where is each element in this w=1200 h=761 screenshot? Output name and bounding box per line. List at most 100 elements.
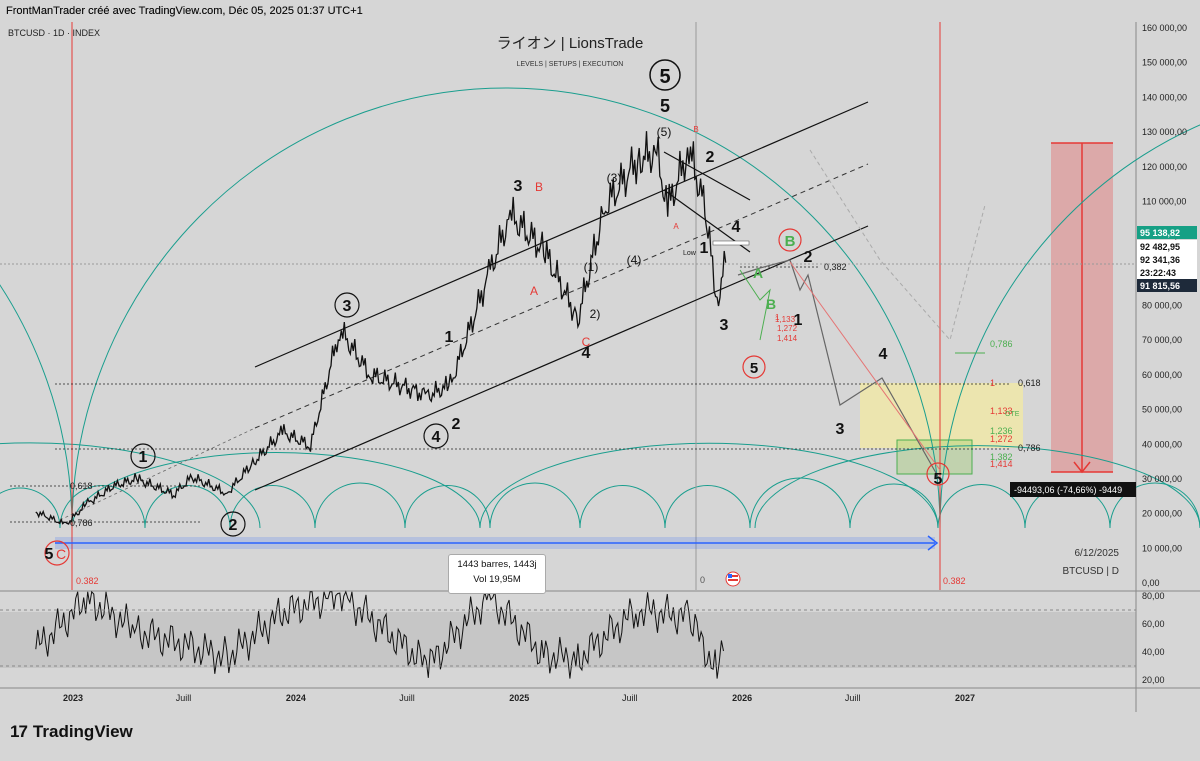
proj-wave4: 4 [879, 346, 888, 363]
drop-arrow-head [1073, 461, 1091, 474]
top-wave3: 3 [720, 317, 729, 334]
wave1-paren: (1) [584, 260, 599, 274]
price-tick: 140 000,00 [1142, 92, 1187, 102]
price-tick: 60 000,00 [1142, 370, 1182, 380]
fib-g-1272: 1,272 [990, 434, 1013, 444]
tradingview-logo[interactable]: 17 TradingView [10, 722, 133, 742]
author-credit: FrontManTrader créé avec TradingView.com… [6, 5, 363, 17]
top-wave2: 2 [706, 149, 715, 166]
price-tick: 110 000,00 [1142, 196, 1186, 206]
large-arc-left [0, 284, 73, 529]
rsi-line[interactable] [35, 590, 724, 679]
fib-r-1: 1 [990, 378, 995, 388]
rsi-series[interactable] [0, 590, 1136, 679]
tv-logo-icon: 17 [10, 722, 28, 741]
top-wave4: 4 [732, 219, 741, 236]
wave5-circle [649, 59, 681, 91]
price-tick: 130 000,00 [1142, 127, 1187, 137]
wave1-label: 1 [445, 329, 454, 346]
tv-logo-text: TradingView [32, 722, 133, 741]
fib-r-0618: 0,618 [1018, 378, 1041, 388]
price-line[interactable] [35, 131, 727, 525]
ret-1133: 1,133 [775, 315, 796, 324]
price-badge [1137, 226, 1197, 239]
fib-g-0786: 0,786 [990, 339, 1013, 349]
proj-wave2: 2 [804, 249, 813, 266]
time-tick: 2024 [286, 693, 306, 703]
small-arc [489, 482, 581, 529]
rsi-axis[interactable]: 80,00 60,00 40,00 20,00 [1142, 591, 1165, 685]
measure-arrow [927, 535, 939, 551]
wave4-paren: (4) [627, 253, 642, 267]
price-tick: 120 000,00 [1142, 162, 1187, 172]
fib-r-0786: 0,786 [1018, 443, 1041, 453]
fib-g-1382: 1,382 [990, 452, 1013, 462]
fib-mid-0382: 0,382 [824, 262, 847, 272]
price-series[interactable] [35, 131, 727, 525]
price-pane[interactable] [0, 22, 1136, 590]
time-tick: Juill [176, 693, 192, 703]
rsi-tick: 80,00 [1142, 591, 1165, 601]
time-tick: Juill [622, 693, 638, 703]
wave5C-circle [44, 540, 70, 566]
rsi-tick: 40,00 [1142, 647, 1165, 657]
projection-path-grey [737, 259, 941, 481]
price-badge [1137, 266, 1197, 279]
green-waveB: B [766, 296, 776, 312]
rsi-tick: 60,00 [1142, 619, 1165, 629]
fib-g-1133: 1,133 [990, 406, 1013, 416]
watermark-subtitle: LEVELS | SETUPS | EXECUTION [517, 61, 624, 68]
measure-tooltip: 1443 barres, 1443j Vol 19,95M [448, 554, 546, 594]
small-arc [0, 487, 61, 529]
price-badge [1137, 279, 1197, 292]
large-arc [71, 87, 941, 529]
price-axis[interactable]: 160 000,00 150 000,00 140 000,00 130 000,00… [1142, 23, 1187, 588]
projection-path-dashed [809, 149, 986, 342]
medium-arc [754, 445, 1200, 529]
price-badges: 95 138,82 92 482,95 92 341,36 23:22:43 91 81… [1137, 226, 1197, 292]
waveA-label: A [530, 284, 538, 298]
top-trend [663, 151, 751, 201]
chart-svg[interactable]: ライオン | LionsTrade LEVELS | SETUPS | EXEC… [0, 22, 1200, 756]
price-tick: 70 000,00 [1142, 335, 1182, 345]
top-wave1: 1 [700, 240, 709, 257]
channel-upper[interactable] [254, 101, 869, 368]
price-badge-text: 92 482,95 [1140, 242, 1180, 252]
small-arc [664, 485, 751, 529]
wave4-label: 4 [582, 345, 591, 362]
wave5C-5: 5 [45, 546, 54, 563]
projB-label: B [785, 233, 796, 250]
channel-lower[interactable] [254, 225, 869, 491]
time-tick: 2026 [732, 693, 752, 703]
chart-area[interactable]: ライオン | LionsTrade LEVELS | SETUPS | EXEC… [0, 22, 1200, 756]
wave4-circle [423, 423, 449, 449]
fib-small-0: 0 [700, 575, 705, 585]
small-arc [314, 482, 406, 529]
time-tick: 2025 [509, 693, 529, 703]
author-credit: FrontManTrader créé avec TradingView.com… [6, 5, 363, 17]
time-tick: 2027 [955, 693, 975, 703]
green-subwave [739, 269, 771, 341]
wave1-circle [130, 443, 156, 469]
red5-circle [742, 355, 766, 379]
wave2-paren: 2) [590, 307, 601, 321]
fib-g-1236: 1,236 [990, 426, 1013, 436]
rsi-tick: 20,00 [1142, 675, 1165, 685]
price-badge-text: 91 815,56 [1140, 281, 1180, 291]
ret-1: 1 [775, 313, 780, 322]
medium-arc [0, 442, 261, 529]
medium-arc [71, 452, 481, 529]
drop-label-bg [1010, 482, 1136, 497]
drop-label: -94493,06 (-74,66%) -9449 [1014, 485, 1122, 495]
time-axis[interactable]: 2023 Juill 2024 Juill 2025 Juill 2026 Juill 2027 [63, 693, 975, 703]
measure-vol: Vol 19,95M [473, 574, 521, 585]
flag-stripe-1 [728, 575, 738, 577]
small-arc [59, 485, 146, 529]
small-arc [579, 485, 666, 529]
bottom-symbol: BTCUSD | D [1063, 566, 1120, 577]
proj-wave1: 1 [794, 312, 803, 329]
wave3-circle [334, 292, 360, 318]
projection-path-red [789, 261, 941, 471]
small-arc [144, 485, 231, 529]
top-bar: FrontManTrader créé avec TradingView.com… [0, 0, 1200, 22]
